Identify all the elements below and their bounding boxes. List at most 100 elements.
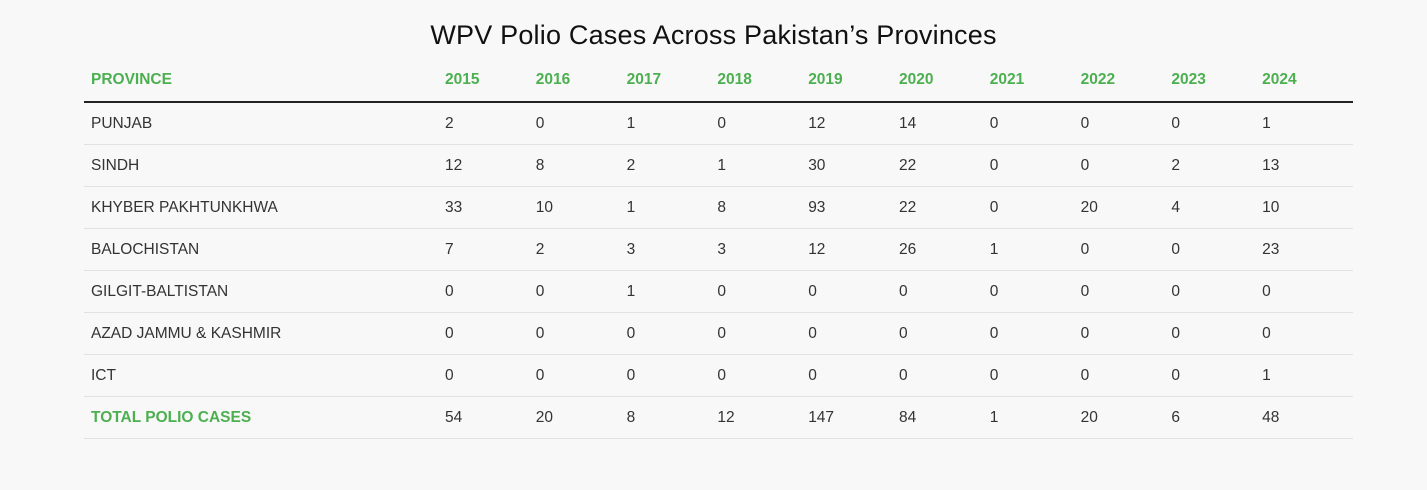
case-count-cell: 0 bbox=[1262, 312, 1353, 355]
case-count-cell: 4 bbox=[1171, 186, 1263, 229]
column-header-year: 2021 bbox=[989, 59, 1081, 103]
province-cell: PUNJAB bbox=[84, 102, 445, 145]
case-count-cell: 2 bbox=[535, 228, 627, 271]
column-header-year: 2020 bbox=[898, 59, 990, 103]
case-count-cell: 10 bbox=[1262, 186, 1353, 229]
total-value-cell: 8 bbox=[626, 396, 718, 439]
case-count-cell: 14 bbox=[898, 102, 990, 145]
table-row: BALOCHISTAN 7 2 3 3 12 26 1 0 0 23 bbox=[84, 228, 1353, 271]
case-count-cell: 0 bbox=[989, 270, 1081, 313]
case-count-cell: 22 bbox=[898, 144, 990, 187]
case-count-cell: 0 bbox=[535, 312, 627, 355]
case-count-cell: 0 bbox=[898, 270, 990, 313]
case-count-cell: 0 bbox=[1080, 228, 1172, 271]
case-count-cell: 0 bbox=[1080, 102, 1172, 145]
case-count-cell: 0 bbox=[808, 354, 899, 397]
total-value-cell: 20 bbox=[1080, 396, 1172, 439]
column-header-year: 2022 bbox=[1080, 59, 1172, 103]
column-header-year: 2017 bbox=[626, 59, 718, 103]
province-cell: GILGIT-BALTISTAN bbox=[84, 270, 445, 313]
case-count-cell: 8 bbox=[535, 144, 627, 187]
case-count-cell: 0 bbox=[1171, 228, 1263, 271]
total-row: TOTAL POLIO CASES 54 20 8 12 147 84 1 20 6 48 bbox=[84, 396, 1353, 439]
case-count-cell: 0 bbox=[989, 102, 1081, 145]
case-count-cell: 26 bbox=[898, 228, 990, 271]
column-header-year: 2024 bbox=[1262, 59, 1353, 103]
case-count-cell: 0 bbox=[717, 312, 809, 355]
case-count-cell: 0 bbox=[535, 354, 627, 397]
case-count-cell: 0 bbox=[898, 354, 990, 397]
case-count-cell: 0 bbox=[1171, 270, 1263, 313]
total-value-cell: 48 bbox=[1262, 396, 1353, 439]
province-cell: ICT bbox=[84, 354, 445, 397]
province-cell: AZAD JAMMU & KASHMIR bbox=[84, 312, 445, 355]
case-count-cell: 0 bbox=[717, 102, 809, 145]
province-cell: KHYBER PAKHTUNKHWA bbox=[84, 186, 445, 229]
total-value-cell: 6 bbox=[1171, 396, 1263, 439]
case-count-cell: 1 bbox=[717, 144, 809, 187]
case-count-cell: 0 bbox=[808, 270, 899, 313]
column-header-year: 2016 bbox=[535, 59, 627, 103]
total-value-cell: 147 bbox=[808, 396, 899, 439]
case-count-cell: 0 bbox=[989, 354, 1081, 397]
case-count-cell: 20 bbox=[1080, 186, 1172, 229]
case-count-cell: 0 bbox=[717, 354, 809, 397]
case-count-cell: 1 bbox=[626, 270, 718, 313]
case-count-cell: 30 bbox=[808, 144, 899, 187]
case-count-cell: 8 bbox=[717, 186, 809, 229]
total-value-cell: 12 bbox=[717, 396, 809, 439]
province-cell: SINDH bbox=[84, 144, 445, 187]
case-count-cell: 0 bbox=[989, 144, 1081, 187]
case-count-cell: 0 bbox=[1262, 270, 1353, 313]
table-row: ICT 0 0 0 0 0 0 0 0 0 1 bbox=[84, 354, 1353, 397]
case-count-cell: 0 bbox=[445, 354, 536, 397]
case-count-cell: 2 bbox=[1171, 144, 1263, 187]
case-count-cell: 12 bbox=[445, 144, 536, 187]
polio-cases-table: PROVINCE 2015 2016 2017 2018 2019 2020 2… bbox=[84, 59, 1353, 439]
case-count-cell: 93 bbox=[808, 186, 899, 229]
case-count-cell: 0 bbox=[1080, 312, 1172, 355]
case-count-cell: 0 bbox=[1171, 312, 1263, 355]
case-count-cell: 33 bbox=[445, 186, 536, 229]
case-count-cell: 2 bbox=[626, 144, 718, 187]
total-label: TOTAL POLIO CASES bbox=[84, 396, 445, 439]
case-count-cell: 0 bbox=[445, 270, 536, 313]
table-body: PUNJAB 2 0 1 0 12 14 0 0 0 1 SINDH 12 8 2 1 30 22 0 0 2 13 KHY… bbox=[84, 102, 1353, 439]
column-header-year: 2015 bbox=[445, 59, 536, 103]
total-value-cell: 20 bbox=[535, 396, 627, 439]
table-row: KHYBER PAKHTUNKHWA 33 10 1 8 93 22 0 20 4 10 bbox=[84, 186, 1353, 229]
table-header-row: PROVINCE 2015 2016 2017 2018 2019 2020 2… bbox=[84, 59, 1353, 103]
case-count-cell: 22 bbox=[898, 186, 990, 229]
column-header-year: 2018 bbox=[717, 59, 809, 103]
case-count-cell: 1 bbox=[626, 102, 718, 145]
case-count-cell: 1 bbox=[626, 186, 718, 229]
case-count-cell: 10 bbox=[535, 186, 627, 229]
total-value-cell: 54 bbox=[445, 396, 536, 439]
case-count-cell: 0 bbox=[1080, 354, 1172, 397]
case-count-cell: 23 bbox=[1262, 228, 1353, 271]
province-cell: BALOCHISTAN bbox=[84, 228, 445, 271]
case-count-cell: 12 bbox=[808, 102, 899, 145]
case-count-cell: 0 bbox=[717, 270, 809, 313]
table-row: GILGIT-BALTISTAN 0 0 1 0 0 0 0 0 0 0 bbox=[84, 270, 1353, 313]
case-count-cell: 2 bbox=[445, 102, 536, 145]
case-count-cell: 0 bbox=[808, 312, 899, 355]
case-count-cell: 7 bbox=[445, 228, 536, 271]
total-value-cell: 1 bbox=[989, 396, 1081, 439]
case-count-cell: 0 bbox=[626, 354, 718, 397]
case-count-cell: 3 bbox=[717, 228, 809, 271]
case-count-cell: 13 bbox=[1262, 144, 1353, 187]
case-count-cell: 3 bbox=[626, 228, 718, 271]
case-count-cell: 0 bbox=[989, 186, 1081, 229]
case-count-cell: 0 bbox=[535, 270, 627, 313]
case-count-cell: 1 bbox=[989, 228, 1081, 271]
case-count-cell: 0 bbox=[1080, 270, 1172, 313]
column-header-year: 2023 bbox=[1171, 59, 1263, 103]
case-count-cell: 0 bbox=[989, 312, 1081, 355]
page-title: WPV Polio Cases Across Pakistan’s Provin… bbox=[430, 20, 997, 50]
column-header-province: PROVINCE bbox=[84, 59, 445, 103]
case-count-cell: 1 bbox=[1262, 102, 1353, 145]
table-row: PUNJAB 2 0 1 0 12 14 0 0 0 1 bbox=[84, 102, 1353, 145]
case-count-cell: 0 bbox=[626, 312, 718, 355]
